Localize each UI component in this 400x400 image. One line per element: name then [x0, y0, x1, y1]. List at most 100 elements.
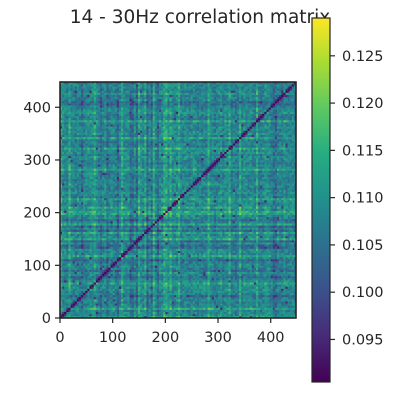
heatmap-cell [66, 145, 69, 148]
heatmap-cell [182, 307, 185, 310]
heatmap-cell [277, 280, 280, 283]
heatmap-cell [127, 290, 130, 294]
heatmap-cell [72, 109, 76, 112]
heatmap-cell [83, 307, 86, 310]
heatmap-cell [76, 299, 80, 302]
heatmap-cell [112, 303, 116, 306]
heatmap-cell [148, 313, 151, 317]
heatmap-cell [74, 174, 78, 178]
heatmap-cell [163, 290, 166, 294]
heatmap-cell [108, 96, 111, 100]
heatmap-cell [97, 170, 101, 173]
heatmap-cell [135, 273, 139, 277]
heatmap-cell [87, 82, 90, 85]
heatmap-cell [228, 271, 231, 275]
heatmap-cell [91, 170, 95, 173]
heatmap-cell [89, 307, 92, 310]
heatmap-cell [78, 223, 82, 226]
heatmap-cell [220, 301, 223, 304]
heatmap-cell [85, 273, 88, 277]
heatmap-cell [64, 172, 67, 176]
heatmap-cell [110, 244, 113, 247]
heatmap-cell [213, 265, 217, 268]
heatmap-cell [74, 233, 78, 237]
heatmap-cell [167, 299, 170, 302]
heatmap-cell [110, 191, 113, 194]
heatmap-cell [87, 200, 90, 203]
heatmap-cell [251, 267, 255, 270]
heatmap-cell [95, 126, 99, 129]
heatmap-cell [110, 315, 113, 319]
heatmap-cell [102, 259, 105, 262]
heatmap-cell [289, 303, 293, 306]
heatmap-cell [171, 275, 175, 279]
heatmap-cell [274, 280, 278, 283]
heatmap-cell [110, 242, 113, 245]
heatmap-cell [60, 208, 63, 211]
heatmap-cell [78, 275, 82, 279]
heatmap-cell [108, 149, 111, 152]
heatmap-cell [70, 248, 73, 251]
heatmap-cell [64, 284, 67, 287]
heatmap-cell [104, 218, 107, 222]
heatmap-cell [146, 290, 149, 294]
heatmap-cell [175, 267, 179, 270]
heatmap-cell [184, 299, 187, 302]
heatmap-cell [232, 309, 236, 312]
heatmap-cell [228, 311, 231, 315]
heatmap-cell [180, 282, 183, 285]
heatmap-cell [87, 218, 90, 222]
heatmap-cell [70, 166, 73, 169]
heatmap-cell [249, 301, 253, 304]
heatmap-cell [142, 280, 145, 283]
heatmap-cell [268, 294, 272, 298]
heatmap-cell [260, 315, 263, 319]
heatmap-cell [169, 265, 172, 268]
heatmap-cell [184, 265, 187, 268]
heatmap-cell [119, 313, 122, 317]
heatmap-cell [266, 290, 269, 294]
heatmap-cell [135, 294, 139, 298]
heatmap-cell [74, 275, 78, 279]
heatmap-cell [201, 309, 204, 312]
heatmap-cell [196, 286, 200, 289]
heatmap-cell [133, 269, 137, 272]
heatmap-cell [182, 275, 185, 279]
heatmap-cell [104, 183, 107, 186]
heatmap-cell [285, 284, 288, 287]
heatmap-cell [108, 269, 111, 272]
heatmap-cell [241, 269, 244, 272]
heatmap-cell [68, 277, 71, 281]
heatmap-cell [74, 107, 78, 110]
heatmap-cell [215, 269, 219, 272]
heatmap-cell [81, 111, 84, 114]
heatmap-cell [76, 244, 80, 247]
heatmap-cell [72, 132, 76, 135]
heatmap-cell [182, 286, 185, 289]
heatmap-cell [196, 269, 200, 272]
heatmap-cell [68, 303, 71, 306]
heatmap-cell [127, 263, 130, 266]
heatmap-cell [81, 265, 84, 268]
heatmap-cell [266, 313, 269, 317]
heatmap-cell [66, 84, 69, 87]
heatmap-cell [270, 282, 274, 285]
heatmap-cell [62, 282, 65, 285]
heatmap-cell [241, 265, 244, 268]
heatmap-cell [95, 206, 99, 209]
heatmap-cell [133, 290, 137, 294]
heatmap-cell [72, 242, 76, 245]
heatmap-cell [100, 206, 103, 209]
heatmap-cell [123, 265, 126, 268]
heatmap-cell [159, 288, 162, 291]
heatmap-cell [222, 269, 225, 272]
heatmap-cell [247, 286, 250, 289]
heatmap-cell [74, 136, 78, 140]
heatmap-cell [163, 288, 166, 291]
heatmap-cell [264, 280, 267, 283]
heatmap-cell [102, 225, 105, 228]
heatmap-cell [192, 311, 196, 315]
heatmap-cell [66, 162, 69, 165]
heatmap-cell [274, 307, 278, 310]
heatmap-cell [245, 284, 248, 287]
